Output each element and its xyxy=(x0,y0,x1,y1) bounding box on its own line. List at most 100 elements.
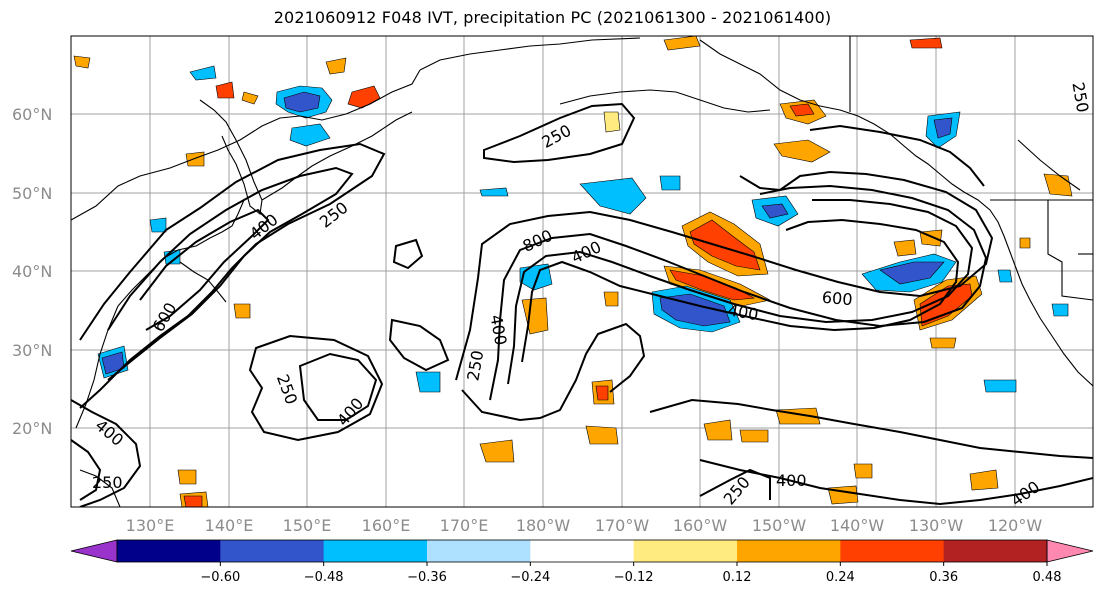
map-border xyxy=(70,35,1094,508)
border-state xyxy=(1047,200,1093,301)
colorbar-tick-label: 0.48 xyxy=(1033,570,1062,585)
lon-label: 170°E xyxy=(440,516,489,535)
precip-anomaly-patches xyxy=(73,36,1073,507)
colorbar-segment xyxy=(943,540,1048,562)
precip-patch xyxy=(479,439,515,463)
precip-patch xyxy=(933,117,953,139)
ivt-contour-250-southeast xyxy=(649,398,1093,459)
precip-patch xyxy=(997,269,1013,283)
ivt-contour-250-small xyxy=(392,238,424,270)
precip-patch xyxy=(1019,237,1031,249)
precip-patch xyxy=(215,81,235,99)
colorbar-extend-low xyxy=(70,539,118,563)
ivt-contour-250-subtropical xyxy=(248,334,384,442)
precip-patch xyxy=(879,261,945,285)
precip-patch xyxy=(909,37,943,49)
precip-patch xyxy=(241,91,259,105)
ivt-contour-250-southwest xyxy=(71,399,142,507)
ivt-contour-250-gulf xyxy=(809,124,985,187)
lon-label: 160°W xyxy=(673,516,728,535)
colorbar-tick-label: −0.48 xyxy=(304,570,344,585)
lon-label: 130°W xyxy=(909,516,964,535)
precip-patch xyxy=(183,495,203,507)
precip-patch xyxy=(659,293,731,327)
precip-patch xyxy=(789,103,815,117)
ivt-contour-400-river xyxy=(489,184,988,401)
precip-patch xyxy=(73,55,91,69)
lat-label: 60°N xyxy=(12,105,52,124)
coastlines xyxy=(71,36,1093,507)
colorbar-segment xyxy=(323,540,428,562)
precip-patch xyxy=(177,469,197,485)
precip-patch xyxy=(603,291,619,307)
colorbar-segment xyxy=(840,540,945,562)
ivt-contour-600-river xyxy=(507,199,974,385)
ivt-contour-400-southeast xyxy=(699,459,1093,506)
ivt-contour-250-small-2 xyxy=(388,318,450,372)
ivt-contour-400-west xyxy=(107,166,354,381)
contour-label: 600 xyxy=(821,288,853,310)
ivt-contour-400-southwest xyxy=(71,439,102,501)
lon-label: 140°E xyxy=(205,516,254,535)
colorbar-segment xyxy=(220,540,325,562)
precip-patch xyxy=(969,469,999,491)
colorbar-segment xyxy=(427,540,531,562)
precip-patch xyxy=(1051,303,1069,317)
colorbar-extend-high xyxy=(1046,539,1094,563)
precip-patch xyxy=(233,303,251,319)
lon-label: 140°W xyxy=(830,516,885,535)
precip-patch xyxy=(689,219,761,271)
lon-label: 180°W xyxy=(516,516,571,535)
colorbar-segment xyxy=(530,540,635,562)
colorbar-tick-label: 0.24 xyxy=(826,570,855,585)
coastline-aleutians xyxy=(559,89,771,113)
precip-patch xyxy=(893,239,917,257)
precip-patch xyxy=(189,65,217,81)
colorbar-tick-label: −0.12 xyxy=(614,570,654,585)
precip-patch xyxy=(663,36,701,51)
lon-label: 120°W xyxy=(988,516,1043,535)
coastline-north-america xyxy=(699,39,1093,387)
ivt-contour-250-river xyxy=(455,170,994,381)
coastline-siberia xyxy=(71,69,421,221)
lon-label: 170°W xyxy=(595,516,650,535)
colorbar-tick-label: −0.24 xyxy=(510,570,550,585)
map-title: 2021060912 F048 IVT, precipitation PC (2… xyxy=(273,8,832,27)
precip-patch xyxy=(415,371,441,393)
precip-patch xyxy=(325,57,347,75)
precip-patch xyxy=(853,463,873,479)
colorbar-tick-label: 0.12 xyxy=(723,570,752,585)
lat-label: 40°N xyxy=(12,262,52,281)
precip-patch xyxy=(703,419,733,441)
lat-label: 50°N xyxy=(12,184,52,203)
precip-patch xyxy=(283,91,321,113)
coastline-luzon xyxy=(79,469,121,507)
coastline-japan xyxy=(117,199,245,307)
precip-patch xyxy=(929,337,957,349)
colorbar: −0.60 −0.48 −0.36 −0.24 −0.12 0.12 0.24 0.36 0.4… xyxy=(70,539,1094,585)
border-province xyxy=(1017,139,1081,191)
coastline-kamchatka-east xyxy=(261,111,413,201)
precip-patch xyxy=(585,425,619,445)
lon-label: 150°W xyxy=(752,516,807,535)
precip-patch xyxy=(659,175,681,191)
lon-label: 160°E xyxy=(362,516,411,535)
contour-label: 400 xyxy=(776,471,807,490)
precip-patch xyxy=(185,151,205,167)
coastline-chukotka xyxy=(419,37,641,71)
ivt-contour-400-subtropical xyxy=(298,352,378,421)
ivt-contours xyxy=(71,102,1093,507)
precip-patch xyxy=(739,429,769,443)
lon-label: 150°E xyxy=(283,516,332,535)
colorbar-segment xyxy=(117,540,221,562)
precip-patch xyxy=(149,217,167,233)
lat-label: 20°N xyxy=(12,419,52,438)
ivt-contour-250-central xyxy=(461,322,646,422)
precip-patch xyxy=(579,177,647,215)
colorbar-tick-label: 0.36 xyxy=(929,570,958,585)
lat-label: 30°N xyxy=(12,341,52,360)
ivt-contour-800-river xyxy=(521,218,960,363)
colorbar-tick-label: −0.36 xyxy=(407,570,447,585)
colorbar-segments xyxy=(117,540,1048,562)
